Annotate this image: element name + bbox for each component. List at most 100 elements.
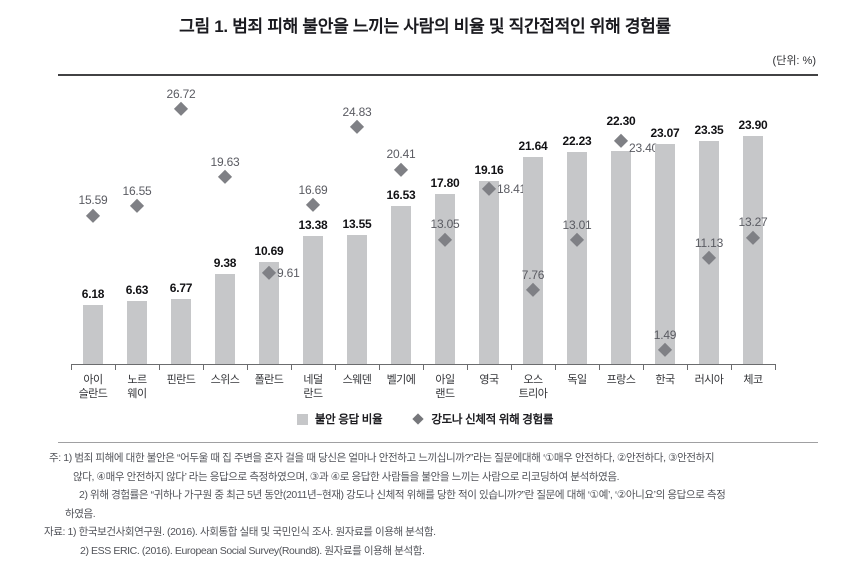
- bar: [391, 206, 411, 364]
- marker-value-label: 15.59: [78, 193, 108, 208]
- marker-value-label: 7.76: [521, 267, 545, 282]
- bar-value-label: 22.30: [606, 113, 636, 128]
- marker-value-label: 19.63: [210, 154, 240, 169]
- legend-item-bar: 불안 응답 비율: [296, 411, 383, 427]
- marker-value-label: 13.05: [430, 217, 460, 232]
- category-column: 13.55 24.83 스웨덴: [335, 85, 379, 386]
- x-axis-label: 체코: [743, 374, 763, 386]
- axis-tick: [203, 365, 204, 370]
- diamond-marker: [174, 102, 188, 116]
- bar: [479, 181, 499, 364]
- marker-value-label: 9.61: [277, 266, 300, 281]
- axis-tick: [291, 365, 292, 370]
- bar: [259, 261, 279, 364]
- axis-tick: [555, 365, 556, 370]
- axis-tick: [159, 365, 160, 370]
- note-line-2: 않다, ④매우 안전하지 않다’ 라는 응답으로 측정하였으며, ③과 ④로 응…: [73, 470, 620, 483]
- unit-label: (단위: %): [772, 55, 816, 67]
- axis-tick: [379, 365, 380, 370]
- bar: [171, 299, 191, 364]
- axis-tick: [511, 365, 512, 370]
- x-axis-label: 네덜 란드: [303, 374, 323, 400]
- figure-title: 그림 1. 범죄 피해 불안을 느끼는 사람의 비율 및 직간접적인 위해 경험…: [179, 17, 671, 36]
- x-axis-label: 한국: [655, 374, 675, 386]
- category-column: 6.18 15.59 아이 슬란드: [71, 85, 115, 399]
- category-column: 17.80 13.05 아일 랜드: [423, 85, 467, 399]
- marker-value-label: 1.49: [653, 327, 677, 342]
- category-column: 22.23 13.01 독일: [555, 85, 599, 386]
- x-axis-label: 영국: [479, 374, 499, 386]
- bar: [303, 236, 323, 364]
- source-line-2: 2) ESS ERIC. (2016). European Social Sur…: [80, 544, 425, 557]
- bar: [655, 143, 675, 364]
- category-column: 10.69 9.61 폴란드: [247, 85, 299, 386]
- diamond-marker: [130, 199, 144, 213]
- bar: [347, 234, 367, 364]
- diamond-swatch-icon: [412, 413, 425, 425]
- x-axis-label: 독일: [567, 374, 587, 386]
- note-line-4: 하였음.: [65, 507, 96, 520]
- bar: [215, 274, 235, 364]
- category-column: 6.77 26.72 핀란드: [159, 85, 203, 386]
- bar-value-label: 23.07: [650, 125, 680, 140]
- bar: [567, 151, 587, 364]
- x-axis-label: 스웨덴: [342, 374, 372, 386]
- x-axis-label: 아이 슬란드: [78, 374, 108, 400]
- bar-value-label: 6.77: [169, 281, 193, 296]
- bar-value-label: 6.63: [125, 282, 149, 297]
- axis-tick: [115, 365, 116, 370]
- axis-tick: [467, 365, 468, 370]
- source-line-1: 자료: 1) 한국보건사회연구원. (2016). 사회통합 실태 및 국민인식…: [44, 526, 436, 538]
- diamond-marker: [614, 133, 628, 148]
- axis-tick: [599, 365, 600, 370]
- x-axis-label: 벨기에: [386, 374, 416, 386]
- diamond-marker: [218, 169, 232, 184]
- bar-value-label: 16.53: [386, 188, 416, 203]
- category-column: 23.07 1.49 한국: [643, 85, 687, 386]
- bar-value-label: 17.80: [430, 176, 460, 191]
- bar: [83, 304, 103, 364]
- x-axis-label: 폴란드: [254, 374, 284, 386]
- axis-tick: [71, 365, 72, 370]
- category-column: 6.63 16.55 노르 웨이: [115, 85, 159, 400]
- bar: [743, 135, 763, 364]
- category-column: 19.16 18.41 영국: [467, 85, 526, 386]
- category-column: 21.64 7.76 오스 트리아: [511, 85, 555, 399]
- category-column: 22.30 23.40 프랑스: [599, 85, 658, 386]
- marker-value-label: 26.72: [166, 86, 196, 101]
- marker-value-label: 20.41: [386, 147, 416, 162]
- bar-value-label: 13.38: [298, 218, 328, 233]
- category-column: 13.38 16.69 네덜 란드: [291, 85, 335, 400]
- x-axis-label: 러시아: [694, 374, 724, 386]
- bar-swatch-icon: [296, 413, 308, 425]
- category-column: 16.53 20.41 벨기에: [379, 85, 423, 386]
- category-column: 23.90 13.27 체코: [731, 85, 775, 386]
- x-axis-label: 프랑스: [606, 374, 636, 386]
- legend-marker-label: 강도나 신체적 위해 경험률: [431, 414, 554, 426]
- note-line-1: 주: 1) 범죄 피해에 대한 불안은 “어두울 때 집 주변을 혼자 걸을 때…: [49, 452, 715, 464]
- axis-tick: [775, 365, 776, 370]
- bar-value-label: 9.38: [213, 256, 237, 271]
- category-column: 9.38 19.63 스위스: [203, 85, 247, 386]
- marker-value-label: 13.01: [562, 217, 592, 232]
- category-column: 23.35 11.13 러시아: [687, 85, 731, 386]
- marker-value-label: 18.41: [497, 182, 527, 197]
- bottom-rule: [58, 442, 818, 443]
- diamond-marker: [86, 208, 100, 222]
- legend-item-marker: 강도나 신체적 위해 경험률: [412, 411, 553, 427]
- bar-value-label: 21.64: [518, 139, 548, 154]
- bar: [611, 151, 631, 364]
- axis-tick: [643, 365, 644, 370]
- bar: [523, 157, 543, 364]
- bar-value-label: 23.90: [738, 117, 768, 132]
- diamond-marker: [394, 162, 408, 176]
- plot-area: 6.18 15.59 아이 슬란드 6.63 16.55 노르 웨이 6.77 26.72 핀란…: [71, 85, 776, 400]
- x-axis-label: 노르 웨이: [127, 374, 147, 400]
- bar-value-label: 6.18: [81, 286, 105, 301]
- diamond-marker: [350, 120, 364, 134]
- marker-value-label: 11.13: [694, 235, 724, 250]
- note-line-3: 2) 위해 경험률은 “귀하나 가구원 중 최근 5년 동안(2011년~현재)…: [79, 489, 726, 501]
- axis-tick: [731, 365, 732, 370]
- x-axis-line: [71, 364, 776, 365]
